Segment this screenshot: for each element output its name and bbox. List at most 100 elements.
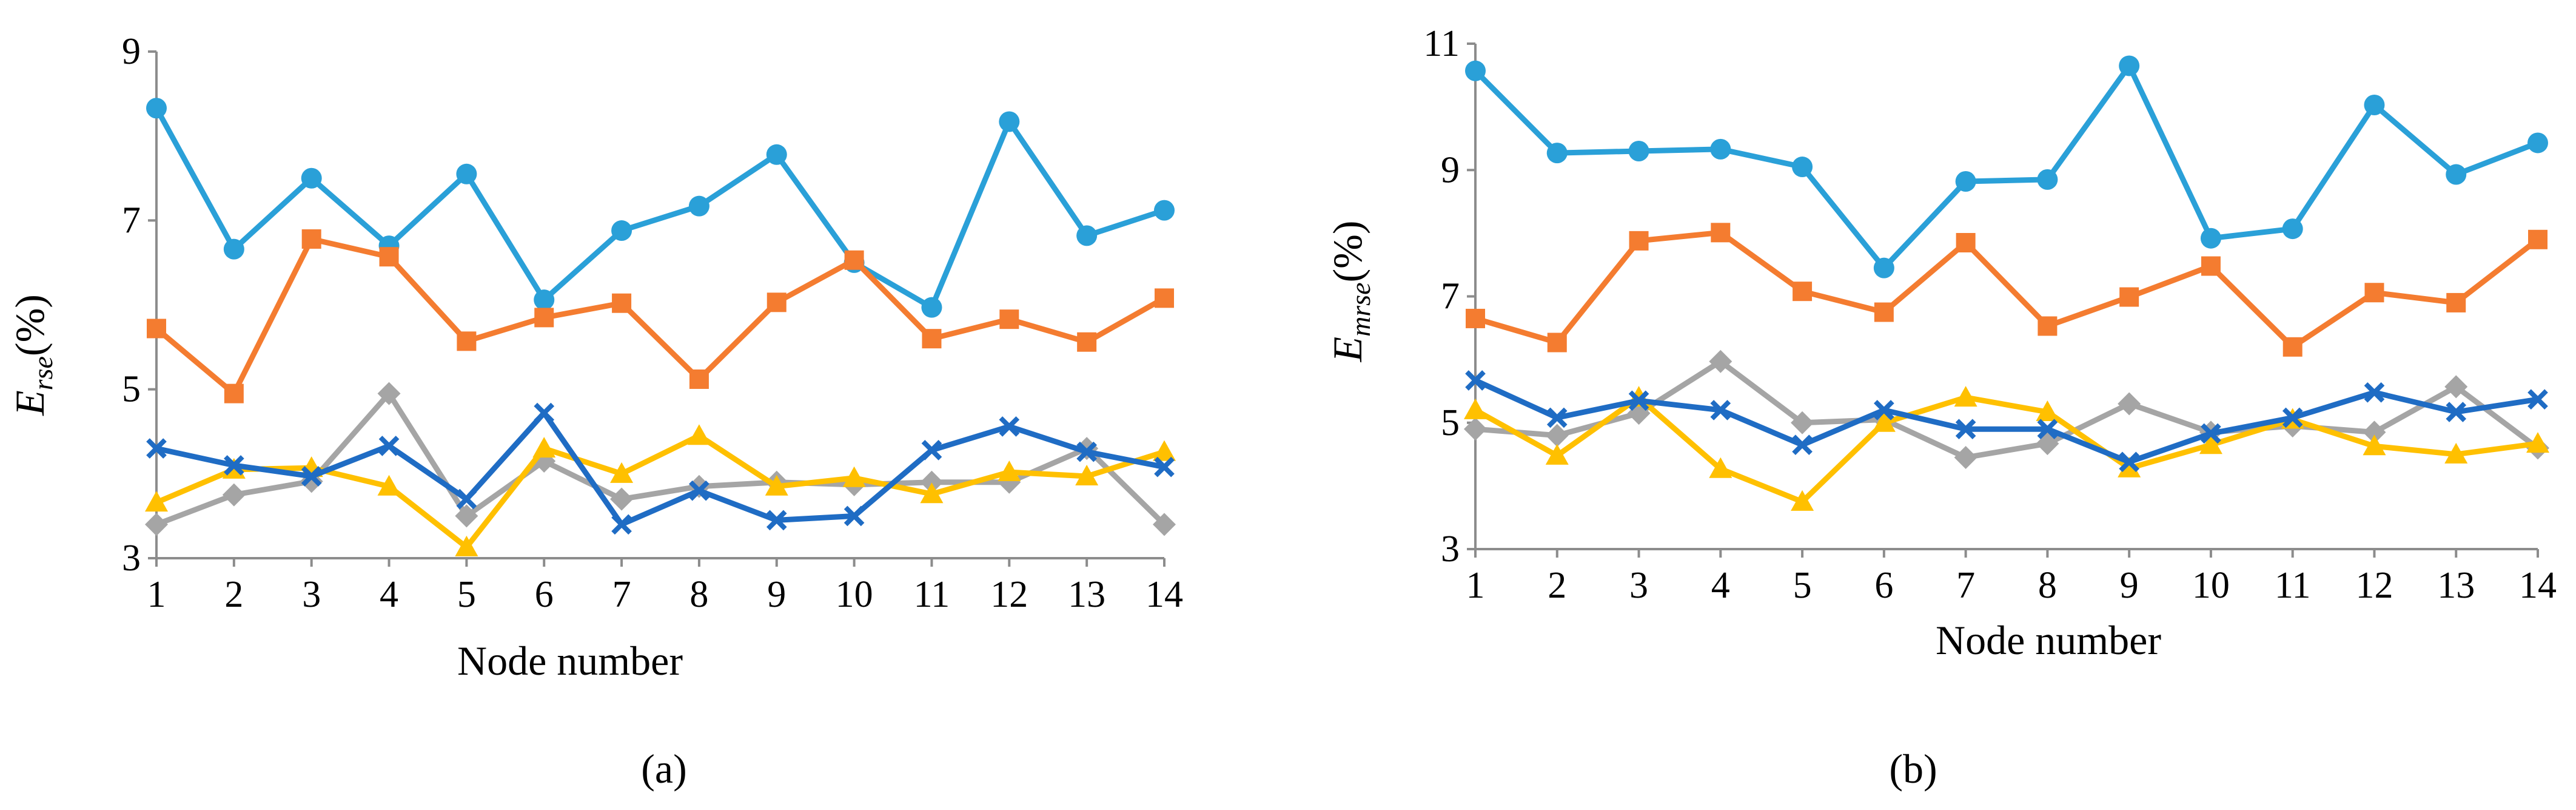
data-point <box>766 292 787 312</box>
x-tick-label: 3 <box>1629 565 1648 606</box>
data-point <box>456 163 477 184</box>
x-tick-label: 2 <box>1548 565 1566 606</box>
data-point <box>1709 457 1732 478</box>
data-point <box>2119 55 2140 76</box>
data-point <box>1464 417 1487 441</box>
data-point <box>534 402 555 424</box>
data-point <box>688 195 709 217</box>
data-point <box>842 466 866 487</box>
data-point <box>1546 407 1568 428</box>
data-point <box>1956 232 1976 252</box>
x-tick-label: 13 <box>1068 574 1105 615</box>
data-point <box>145 491 168 512</box>
data-point <box>1954 446 1977 470</box>
data-point <box>1075 465 1099 486</box>
x-tick-label: 8 <box>2038 565 2057 606</box>
y-tick-label: 11 <box>1423 23 1460 64</box>
data-point <box>1076 441 1097 462</box>
data-point <box>610 487 634 511</box>
data-point <box>998 461 1021 482</box>
x-tick-label: 9 <box>2120 565 2139 606</box>
series-diamond <box>145 382 1176 536</box>
data-point <box>377 382 401 405</box>
x-tick-label: 8 <box>689 574 708 615</box>
data-point <box>146 438 167 459</box>
data-point <box>2363 420 2386 444</box>
data-point <box>1545 444 1569 465</box>
series-diamond <box>1464 349 2549 470</box>
data-point <box>301 466 322 487</box>
x-tick-label: 4 <box>1711 565 1730 606</box>
data-point <box>2283 337 2303 357</box>
y-axis-title-main: E <box>7 390 53 416</box>
data-point <box>377 474 401 496</box>
data-point <box>1545 424 1569 447</box>
series-circle <box>146 98 1175 318</box>
data-point <box>766 144 787 165</box>
data-point <box>2201 256 2221 276</box>
data-point <box>1792 157 1813 178</box>
series-line <box>1474 394 2538 505</box>
data-point <box>1792 434 1813 456</box>
y-tick-label: 5 <box>122 369 141 410</box>
data-point <box>687 424 711 445</box>
y-tick-label: 7 <box>122 200 141 241</box>
data-point <box>1465 370 1486 391</box>
data-point <box>455 504 478 528</box>
data-point <box>1874 400 1894 420</box>
x-tick-label: 5 <box>1793 565 1812 606</box>
data-point <box>922 329 942 349</box>
data-point <box>1710 400 1731 420</box>
data-point <box>1076 225 1098 246</box>
x-tick-label: 12 <box>990 574 1028 615</box>
data-point <box>2446 292 2466 312</box>
x-tick-label: 10 <box>2192 565 2230 606</box>
data-point <box>532 437 556 458</box>
y-axis-title-sub: rse <box>27 356 58 390</box>
series-triangle <box>1464 386 2549 511</box>
data-point <box>920 482 944 504</box>
data-point <box>2118 392 2141 416</box>
y-tick-label: 9 <box>1441 149 1460 191</box>
data-point <box>1791 411 1814 434</box>
data-point <box>2200 228 2221 249</box>
series-line <box>155 391 1167 527</box>
data-point <box>689 480 709 501</box>
data-point <box>844 250 864 270</box>
x-tick-label: 10 <box>836 574 873 615</box>
data-point <box>1465 60 1486 81</box>
data-point <box>301 229 321 249</box>
data-point <box>2038 316 2058 336</box>
data-point <box>1153 440 1176 461</box>
data-point <box>999 416 1020 437</box>
data-point <box>2528 229 2547 249</box>
svg-text:Emrse(%): Emrse(%) <box>1324 221 1376 363</box>
x-tick-label: 5 <box>457 574 476 615</box>
data-point <box>534 289 555 311</box>
x-tick-label: 2 <box>224 574 243 615</box>
data-point <box>2036 400 2059 422</box>
x-tick-label: 6 <box>535 574 554 615</box>
x-tick-label: 11 <box>2275 565 2311 606</box>
y-axis-title-sub: mrse <box>1345 282 1376 336</box>
data-point <box>999 111 1020 132</box>
data-point <box>224 455 244 476</box>
data-point <box>224 383 244 403</box>
data-point <box>1628 141 1649 162</box>
data-point <box>2037 419 2058 439</box>
x-tick-label: 14 <box>1145 574 1183 615</box>
data-point <box>379 247 399 267</box>
data-point <box>2119 451 2139 473</box>
data-point <box>2444 442 2468 464</box>
data-point <box>2282 218 2303 240</box>
y-axis-title-main: E <box>1324 337 1370 363</box>
data-point <box>457 331 477 351</box>
data-point <box>1077 332 1097 352</box>
data-point <box>610 462 634 483</box>
y-axis-title-suffix: (%) <box>7 294 53 356</box>
data-point <box>765 474 788 496</box>
data-point <box>1954 386 1977 407</box>
data-point <box>999 309 1019 329</box>
data-point <box>2364 382 2385 403</box>
